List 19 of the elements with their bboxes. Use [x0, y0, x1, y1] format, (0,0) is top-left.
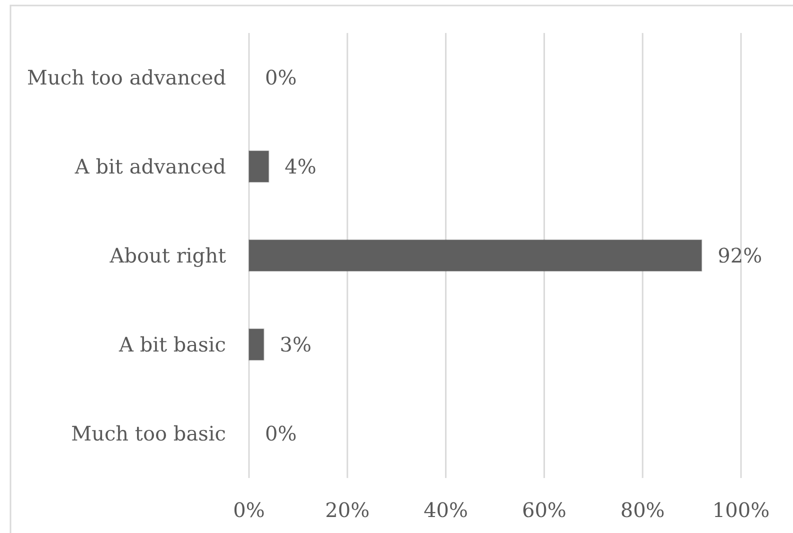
- data-label: 0%: [265, 422, 297, 446]
- data-label: 92%: [718, 244, 762, 268]
- bar: [248, 150, 270, 183]
- y-tick-label: About right: [108, 244, 226, 268]
- y-tick-label: Much too advanced: [27, 66, 226, 90]
- y-tick-label: A bit advanced: [74, 154, 226, 178]
- x-tick-label: 0%: [233, 498, 265, 522]
- x-tick-label: 20%: [325, 498, 370, 522]
- x-tick-label: 80%: [620, 498, 665, 522]
- data-label: 4%: [284, 154, 316, 178]
- bar: [248, 328, 264, 361]
- bar: [248, 239, 702, 272]
- x-tick-label: 60%: [522, 498, 566, 522]
- x-tick-label: 40%: [424, 498, 468, 522]
- y-tick-label: Much too basic: [71, 422, 226, 446]
- y-tick-label: A bit basic: [118, 332, 226, 356]
- data-label: 3%: [280, 332, 312, 356]
- x-tick-label: 100%: [712, 498, 770, 522]
- data-label: 0%: [265, 66, 297, 90]
